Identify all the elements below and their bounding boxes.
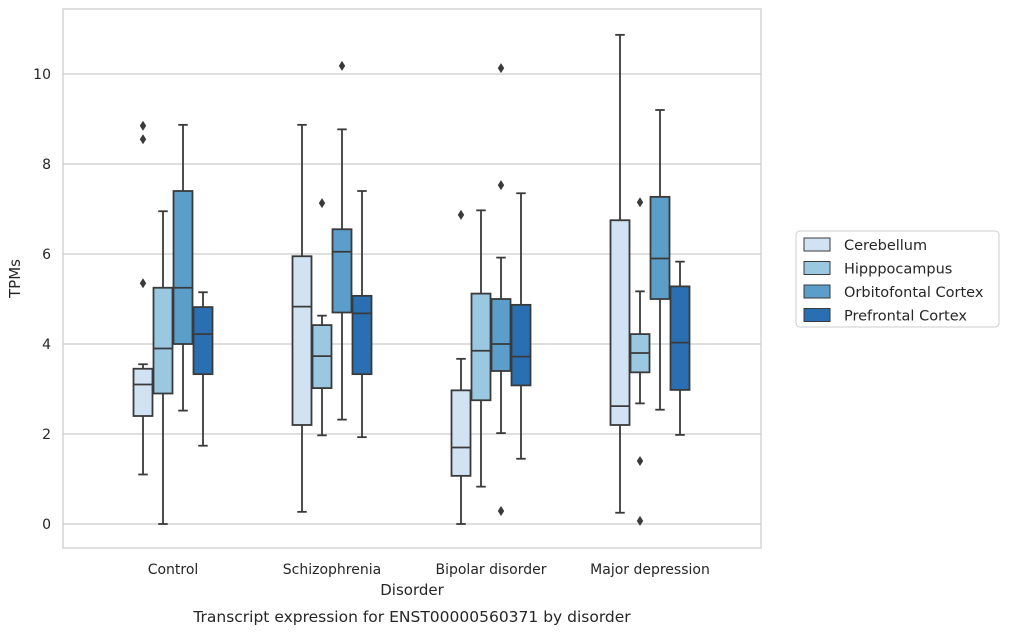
box-cerebellum [291,123,313,513]
y-tick-label: 10 [33,67,51,83]
outlier-point [636,515,644,526]
y-tick-label: 0 [42,517,51,533]
y-tick-labels: 0 2 4 6 8 10 [33,67,51,533]
legend[interactable]: Cerebellum Hipppocampus Orbitofontal Corte… [795,230,1000,328]
outlier-point [636,197,644,208]
iqr-box [490,298,512,372]
legend-frame [795,230,1000,328]
x-tick-label: Control [148,562,199,578]
outlier-point [457,209,465,220]
chart-caption: Transcript expression for ENST0000056037… [192,608,631,626]
iqr-box [669,285,691,391]
iqr-box [450,389,472,477]
box-orbitofontal-cortex [331,60,353,421]
box-cerebellum [132,120,154,476]
outlier-point [139,120,147,131]
legend-swatch [803,261,831,275]
y-tick-label: 8 [42,157,51,173]
box-hipppocampus [629,197,651,526]
legend-item[interactable]: Cerebellum [803,237,927,254]
legend-item[interactable]: Orbitofontal Cortex [803,284,984,301]
iqr-box [331,228,353,314]
legend-label: Cerebellum [844,238,927,254]
box-orbitofontal-cortex [490,63,512,516]
box-hipppocampus [311,198,333,437]
legend-item[interactable]: Hipppocampus [803,261,952,278]
y-axis-label: TPMs [6,259,24,299]
iqr-box [470,292,492,402]
legend-item[interactable]: Prefrontal Cortex [803,308,967,325]
x-tick-label: Major depression [590,562,710,578]
box-prefrontal-cortex [192,291,214,447]
x-tick-label: Bipolar disorder [435,562,546,578]
outlier-point [338,60,346,71]
iqr-box [172,190,194,345]
iqr-box [132,367,154,417]
plot-frame [62,8,762,549]
outlier-point [497,63,505,74]
box-prefrontal-cortex [510,192,532,460]
iqr-box [609,219,631,426]
outlier-point [139,134,147,145]
box-series-group [132,33,691,526]
outlier-point [497,505,505,516]
outlier-point [497,180,505,191]
iqr-box [649,195,671,300]
x-axis-label: Disorder [380,581,444,599]
box-cerebellum [450,209,472,525]
box-prefrontal-cortex [351,190,373,439]
outlier-point [139,278,147,289]
y-tick-label: 4 [42,337,51,353]
box-prefrontal-cortex [669,260,691,436]
box-orbitofontal-cortex [649,109,671,411]
box-hipppocampus [152,210,174,525]
legend-label: Hipppocampus [844,262,952,278]
box-cerebellum [609,33,631,514]
box-orbitofontal-cortex [172,123,194,412]
iqr-box [510,303,532,387]
legend-label: Orbitofontal Cortex [844,285,984,301]
legend-swatch [803,284,831,299]
legend-label: Prefrontal Cortex [844,309,967,325]
y-tick-label: 2 [42,427,51,443]
legend-swatch [803,237,831,252]
outlier-point [318,198,326,209]
x-tick-labels: Control Schizophrenia Bipolar disorder Majo… [148,562,710,578]
iqr-box [152,286,174,395]
y-tick-label: 6 [42,247,51,263]
box-hipppocampus [470,209,492,488]
iqr-box [291,255,313,426]
outlier-point [636,456,644,466]
legend-swatch [803,308,831,322]
iqr-box [351,294,373,376]
x-tick-label: Schizophrenia [283,562,381,578]
iqr-box [192,306,214,376]
